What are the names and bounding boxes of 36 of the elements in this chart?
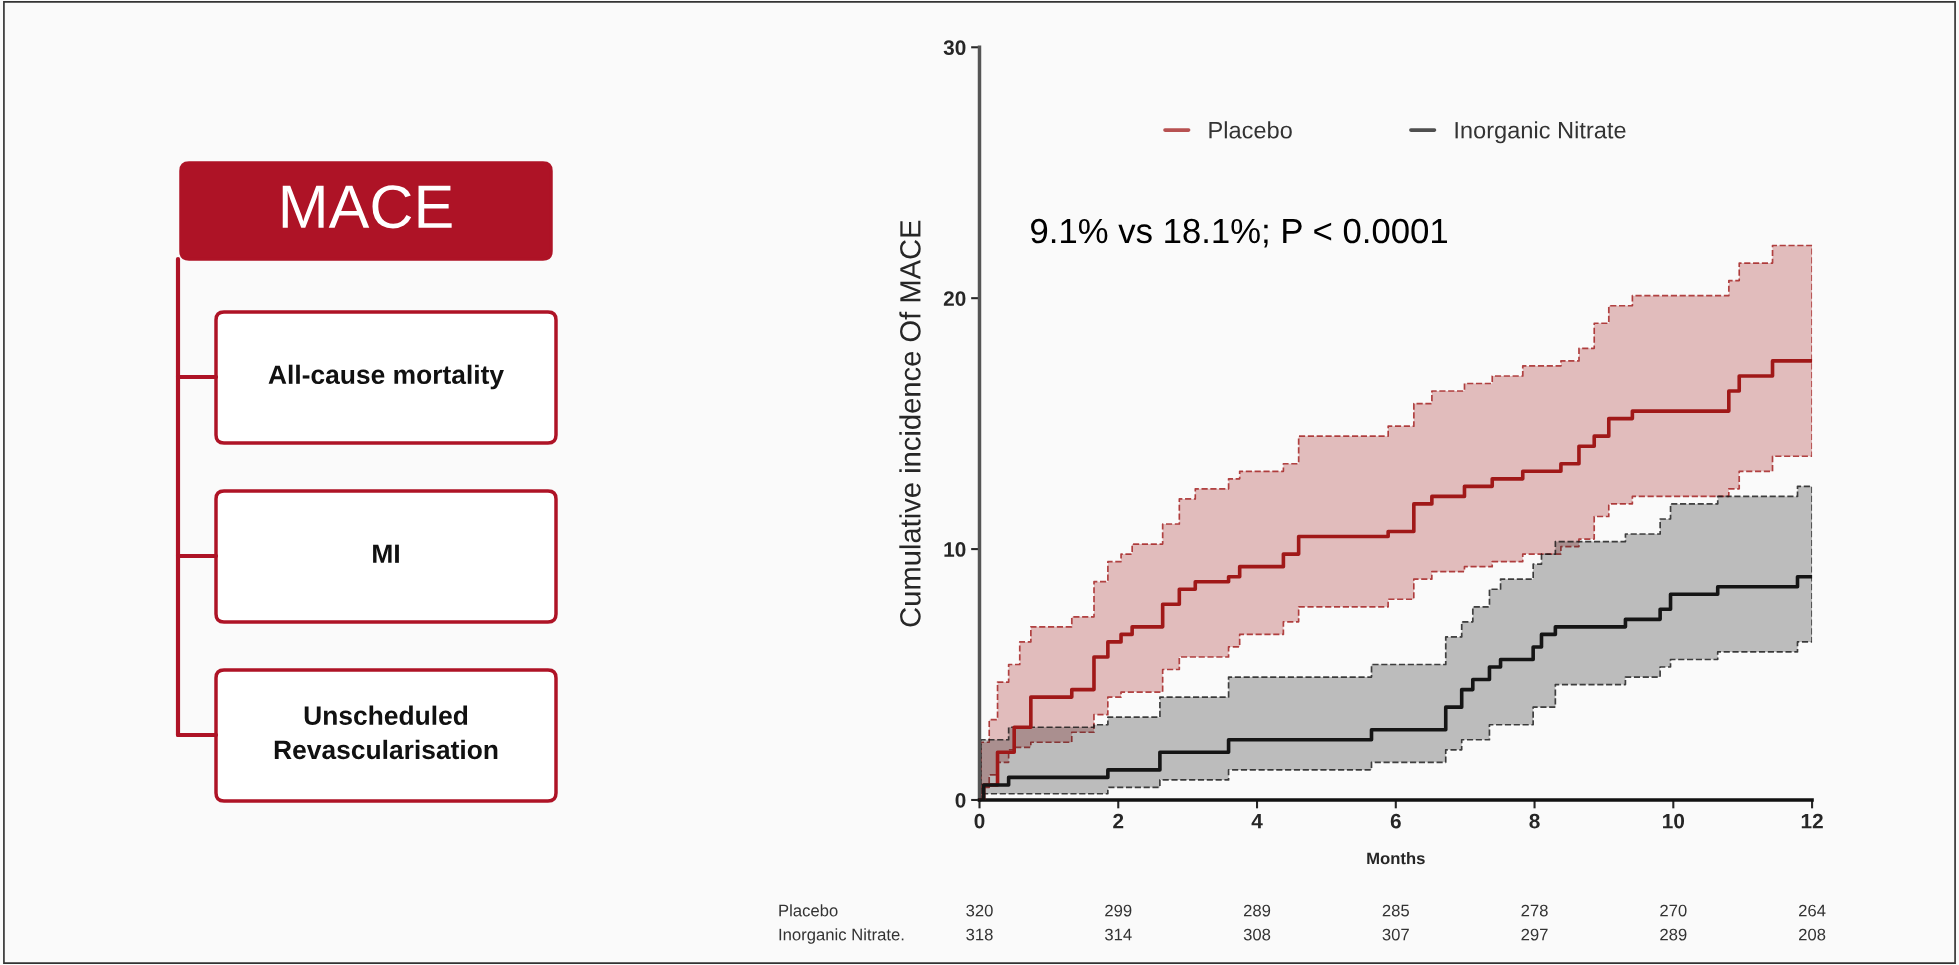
text: 289 (1243, 904, 1271, 917)
x-tick-label: 6 (1390, 813, 1401, 829)
text: 307 (1382, 928, 1409, 941)
text: 299 (1105, 904, 1132, 917)
x-tick-label: 2 (1113, 813, 1124, 829)
legend-label: Placebo (1209, 121, 1292, 139)
text: 264 (1799, 904, 1826, 917)
annotation: 9.1% vs 18.1%; P < 0.0001 (1031, 218, 1447, 248)
x-tick-label: 4 (1251, 813, 1263, 829)
text: 270 (1660, 904, 1687, 917)
x-tick-label: 8 (1529, 813, 1540, 829)
x-tick-label: 12 (1801, 813, 1823, 829)
text: 308 (1243, 928, 1271, 941)
y-axis-title: Cumulative incidence Of MACE (899, 220, 921, 627)
legend-label: Inorganic Nitrate (1455, 121, 1626, 144)
text: 278 (1521, 904, 1548, 917)
y-tick-label: 20 (943, 291, 966, 306)
text: Unscheduled Revascularisation (274, 705, 498, 760)
y-tick-label: 30 (943, 40, 966, 56)
text: Placebo (779, 904, 838, 917)
x-tick-label: 0 (974, 813, 985, 829)
x-tick-label: 10 (1663, 813, 1685, 829)
y-tick-label: 10 (944, 542, 966, 557)
text: All-cause mortality (268, 364, 504, 390)
text: 285 (1382, 904, 1409, 917)
text: 208 (1799, 928, 1826, 941)
y-tick-label: 0 (955, 792, 966, 808)
text: 314 (1105, 928, 1132, 941)
text: 320 (966, 904, 993, 917)
text: 297 (1521, 928, 1548, 941)
text: 318 (966, 928, 993, 941)
text: Inorganic Nitrate. (779, 928, 904, 944)
text: MACE (282, 185, 452, 229)
text: 289 (1660, 928, 1687, 941)
x-axis-title: Months (1367, 852, 1425, 865)
text: MI (373, 544, 399, 563)
